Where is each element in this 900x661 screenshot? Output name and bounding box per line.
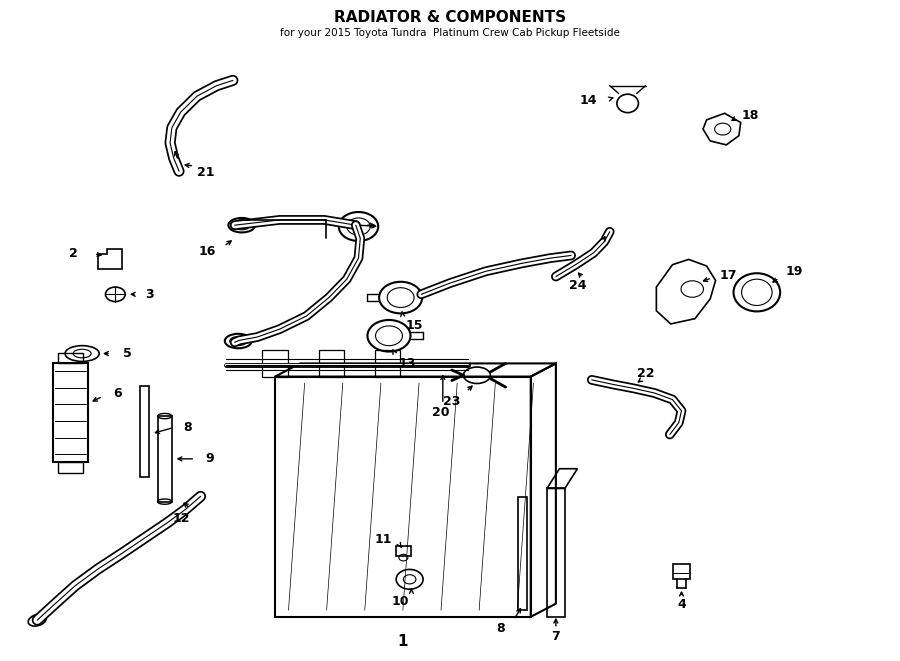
Bar <box>140 386 149 477</box>
Text: 4: 4 <box>677 598 686 611</box>
Bar <box>518 497 527 610</box>
Text: for your 2015 Toyota Tundra  Platinum Crew Cab Pickup Fleetside: for your 2015 Toyota Tundra Platinum Cre… <box>280 28 620 38</box>
Text: 24: 24 <box>569 279 586 292</box>
Text: 11: 11 <box>375 533 392 546</box>
Text: 17: 17 <box>719 270 737 282</box>
Text: 12: 12 <box>172 512 190 525</box>
Ellipse shape <box>28 614 47 626</box>
Text: RADIATOR & COMPONENTS: RADIATOR & COMPONENTS <box>334 11 566 25</box>
Text: 1: 1 <box>398 635 408 649</box>
Text: 9: 9 <box>205 452 214 465</box>
Text: 8: 8 <box>496 622 505 635</box>
Text: 19: 19 <box>786 265 803 278</box>
Text: 22: 22 <box>637 367 654 380</box>
Bar <box>673 564 689 578</box>
Text: 14: 14 <box>580 94 597 106</box>
Bar <box>396 547 410 556</box>
Bar <box>158 416 172 502</box>
Text: 2: 2 <box>68 247 77 260</box>
Text: 15: 15 <box>405 319 423 332</box>
Text: 8: 8 <box>183 421 192 434</box>
Text: 13: 13 <box>398 357 416 370</box>
Text: 23: 23 <box>443 395 461 408</box>
Bar <box>58 462 83 473</box>
Bar <box>53 364 87 462</box>
Text: 21: 21 <box>197 166 215 179</box>
Text: 6: 6 <box>113 387 122 399</box>
Text: 20: 20 <box>432 407 450 419</box>
Text: 3: 3 <box>145 288 154 301</box>
Text: 5: 5 <box>122 347 131 360</box>
Text: 18: 18 <box>742 110 760 122</box>
Text: 10: 10 <box>392 595 410 608</box>
Bar <box>58 353 83 364</box>
Text: 16: 16 <box>199 245 216 258</box>
Text: 7: 7 <box>552 630 560 643</box>
Bar <box>547 488 565 617</box>
